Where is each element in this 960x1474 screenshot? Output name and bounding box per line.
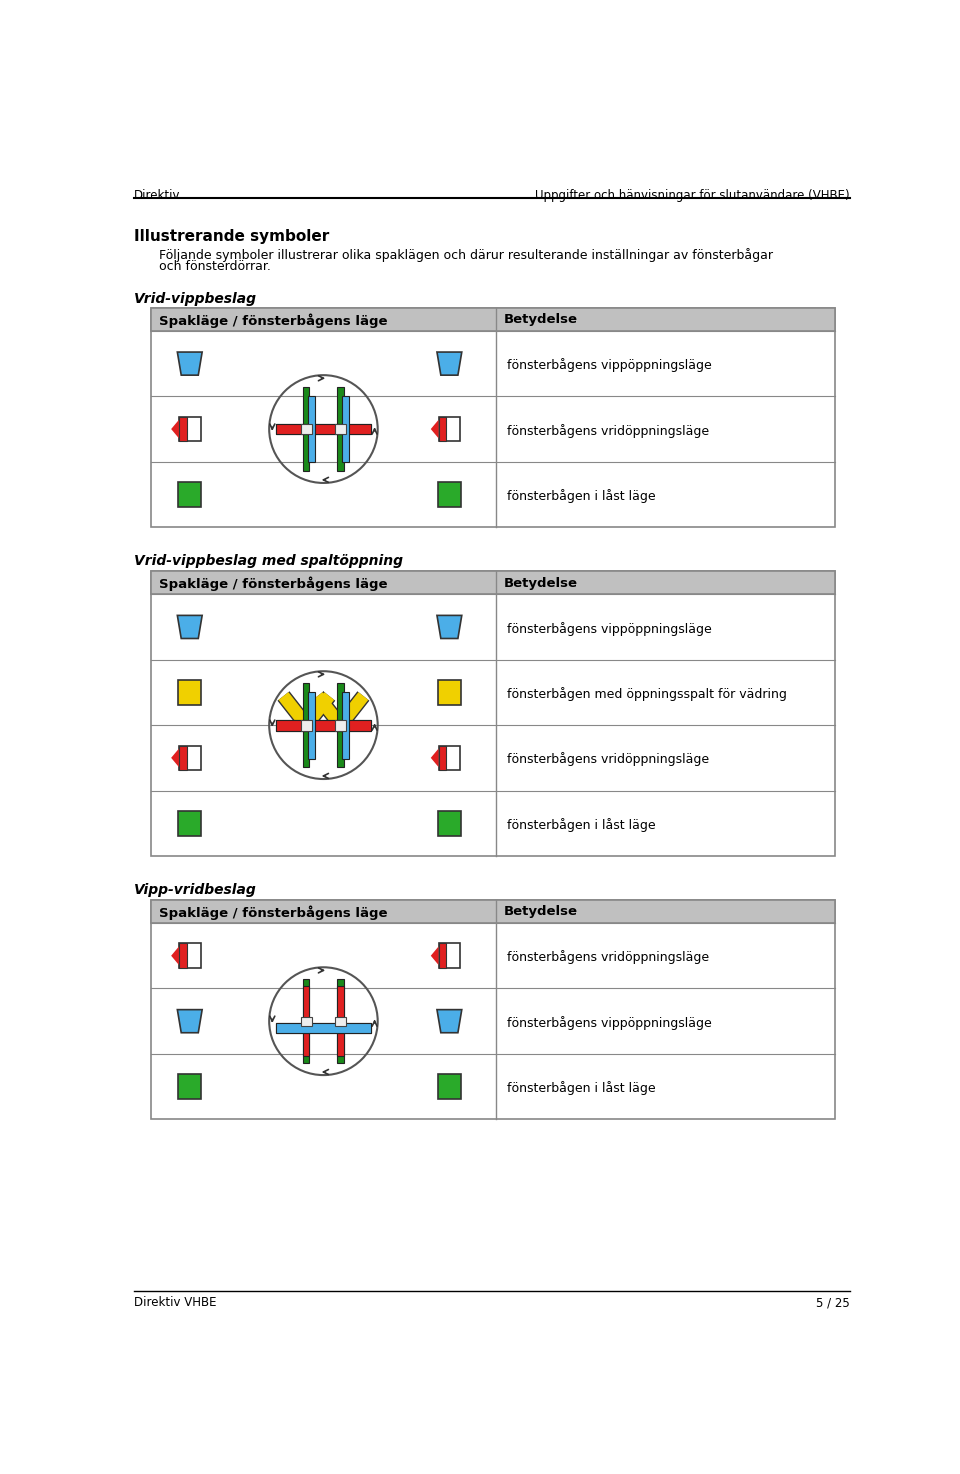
Polygon shape [439,417,446,441]
Bar [179,680,202,705]
Text: fönsterbågen i låst läge: fönsterbågen i låst läge [507,1082,656,1095]
Bar [151,901,834,923]
Text: fönsterbågens vippöppningsläge: fönsterbågens vippöppningsläge [507,622,711,635]
Bar [342,395,349,463]
Text: fönsterbågens vippöppningsläge: fönsterbågens vippöppningsläge [507,358,711,371]
Bar [335,719,346,731]
Polygon shape [171,420,179,438]
Polygon shape [178,352,203,376]
Bar [335,423,346,435]
Text: fönsterbågen i låst läge: fönsterbågen i låst läge [507,818,656,831]
Text: Uppgifter och hänvisningar för slutanvändare (VHBE): Uppgifter och hänvisningar för slutanvän… [536,189,850,202]
Bar [151,570,834,594]
Bar [179,482,202,507]
Polygon shape [431,946,439,965]
Polygon shape [171,946,179,965]
Text: Betydelse: Betydelse [504,312,578,326]
Polygon shape [437,352,462,376]
Bar [151,308,834,528]
Text: Direktiv: Direktiv [134,189,180,202]
Text: Följande symboler illustrerar olika spaklägen och därur resulterande inställning: Följande symboler illustrerar olika spak… [158,248,773,262]
Text: Vrid-vippbeslag med spaltöppning: Vrid-vippbeslag med spaltöppning [134,554,403,567]
Bar [303,388,309,472]
Bar [337,986,344,1057]
Bar [301,423,312,435]
Polygon shape [439,943,446,968]
Bar [337,388,344,472]
Bar [276,1023,372,1033]
Bar [276,719,372,731]
Polygon shape [179,417,186,441]
Text: fönsterbågen i låst läge: fönsterbågen i låst läge [507,489,656,503]
Text: Vipp-vridbeslag: Vipp-vridbeslag [134,883,256,898]
Polygon shape [439,746,446,771]
Bar [179,746,201,771]
Bar [151,901,834,1119]
Bar [439,746,460,771]
Text: Betydelse: Betydelse [504,905,578,918]
Polygon shape [178,616,203,638]
Text: Spakläge / fönsterbågens läge: Spakläge / fönsterbågens läge [158,576,387,591]
Text: Betydelse: Betydelse [504,576,578,590]
Text: 5 / 25: 5 / 25 [816,1297,850,1309]
Text: och fönsterdörrar.: och fönsterdörrar. [158,259,271,273]
Text: Spakläge / fönsterbågens läge: Spakläge / fönsterbågens läge [158,905,387,920]
Polygon shape [437,616,462,638]
Bar [337,682,344,766]
Bar [303,682,309,766]
Text: fönsterbågens vippöppningsläge: fönsterbågens vippöppningsläge [507,1016,711,1030]
Text: fönsterbågens vridöppningsläge: fönsterbågens vridöppningsläge [507,752,708,766]
Bar [438,1075,461,1100]
Bar [276,423,372,435]
Bar [179,943,201,968]
Polygon shape [437,1010,462,1033]
Text: Spakläge / fönsterbågens läge: Spakläge / fönsterbågens läge [158,312,387,327]
Bar [439,417,460,441]
Bar [438,482,461,507]
Bar [276,1023,372,1033]
Bar [179,1075,202,1100]
Bar [438,811,461,836]
Text: Vrid-vippbeslag: Vrid-vippbeslag [134,292,257,307]
Bar [342,691,349,759]
Bar [303,986,309,1057]
Text: fönsterbågens vridöppningsläge: fönsterbågens vridöppningsläge [507,423,708,438]
Bar [151,570,834,856]
Polygon shape [179,943,186,968]
Polygon shape [178,1010,203,1033]
Bar [301,1017,312,1026]
Text: Illustrerande symboler: Illustrerande symboler [134,230,329,245]
Text: fönsterbågens vridöppningsläge: fönsterbågens vridöppningsläge [507,951,708,964]
Bar [308,691,315,759]
Polygon shape [179,746,186,771]
Bar [179,417,201,441]
Text: Direktiv VHBE: Direktiv VHBE [134,1297,216,1309]
Bar [179,811,202,836]
Bar [276,719,372,731]
Bar [337,979,344,1063]
Bar [438,680,461,705]
Polygon shape [431,420,439,438]
Bar [308,395,315,463]
Bar [439,943,460,968]
Bar [301,719,312,731]
Bar [151,308,834,330]
Text: fönsterbågen med öppningsspalt för vädring: fönsterbågen med öppningsspalt för vädri… [507,687,786,702]
Bar [335,1017,346,1026]
Bar [303,979,309,1063]
Bar [276,423,372,435]
Polygon shape [431,749,439,766]
Polygon shape [171,749,179,766]
